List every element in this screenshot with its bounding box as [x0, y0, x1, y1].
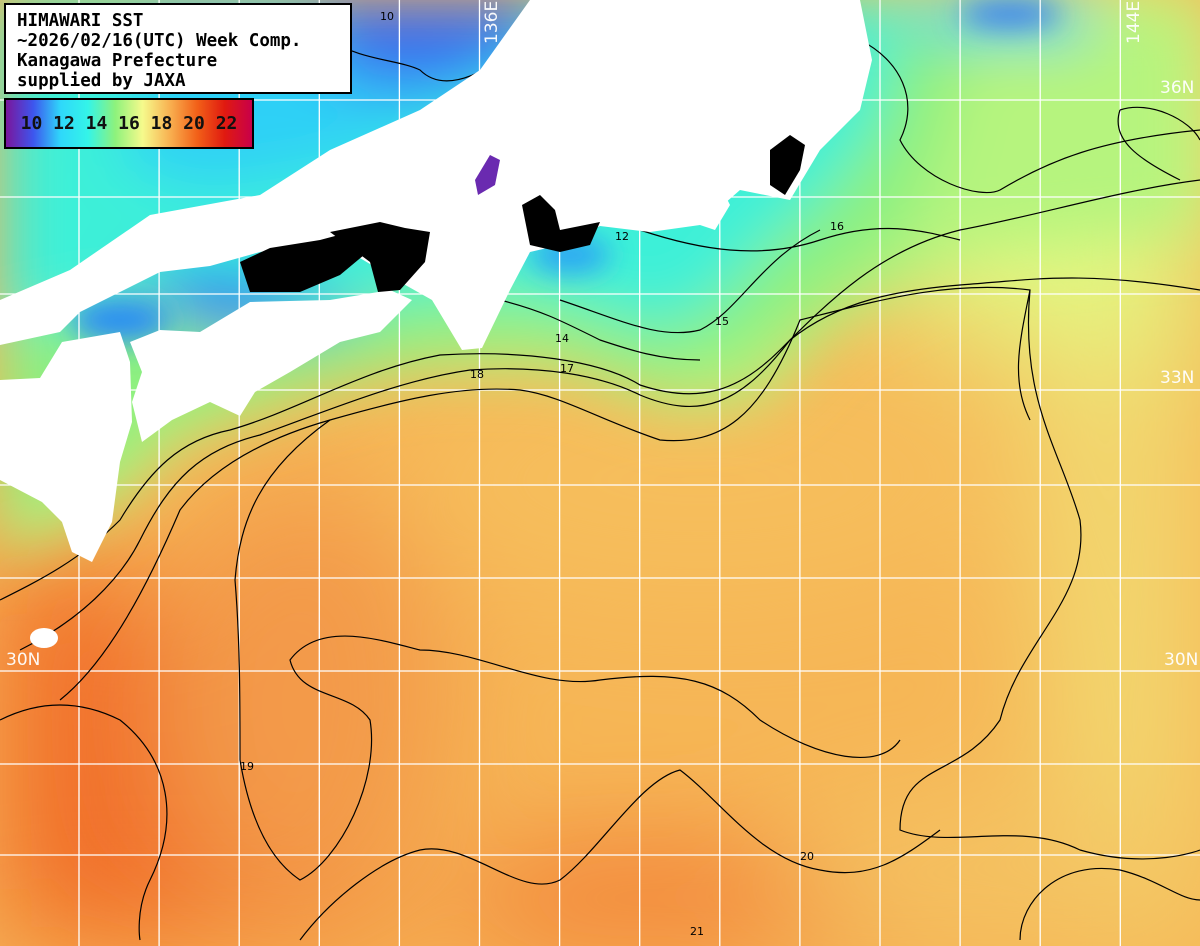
- land-shikoku: [130, 290, 412, 442]
- contour-17-north: [859, 39, 1200, 194]
- contour-label: 10: [380, 10, 394, 23]
- lat-label-30n-left: 30N: [6, 650, 41, 670]
- land-honshu: [0, 0, 872, 350]
- land-kyushu: [0, 332, 132, 562]
- lat-label-36n: 36N: [1160, 78, 1195, 98]
- no-data-ise-bay: [522, 195, 600, 252]
- land-izu-peninsula: [700, 185, 730, 230]
- title-product: HIMAWARI SST: [17, 11, 144, 31]
- lake-biwa: [475, 155, 500, 195]
- contour-label: 20: [800, 850, 814, 863]
- land-small-island: [30, 628, 58, 648]
- isotherm-contours: [0, 39, 1200, 941]
- land: [0, 0, 872, 648]
- color-scale-legend: 10 12 14 16 18 20 22: [4, 98, 254, 149]
- contour-16: [639, 227, 961, 252]
- contour-14: [499, 299, 701, 361]
- title-supplier: supplied by JAXA: [17, 71, 186, 91]
- contour-label: 21: [690, 925, 704, 938]
- no-data-tokyo-bay: [770, 135, 805, 195]
- contour-19b: [234, 419, 901, 881]
- contour-19: [59, 286, 1200, 860]
- contour-17: [0, 179, 1200, 601]
- contour-20b: [299, 769, 941, 941]
- contour-label: 12: [615, 230, 629, 243]
- lat-label-33n: 33N: [1160, 368, 1195, 388]
- title-date: ~2026/02/16(UTC) Week Comp.: [17, 31, 302, 51]
- contour-18b: [1017, 289, 1031, 421]
- contour-label: 16: [830, 220, 844, 233]
- contour-label: 19: [240, 760, 254, 773]
- lon-label-136e: 136E: [482, 0, 502, 44]
- title-box: HIMAWARI SST ~2026/02/16(UTC) Week Comp.…: [4, 3, 352, 94]
- contour-20c: [1019, 867, 1200, 941]
- contour-15: [559, 229, 821, 334]
- contour-labels: 10 12 14 15 16 17 18 19 20 21: [240, 10, 844, 938]
- lon-label-144e: 144E: [1124, 0, 1144, 44]
- contour-label: 14: [555, 332, 569, 345]
- contour-eddy-east: [1117, 106, 1200, 181]
- contour-label: 17: [560, 362, 574, 375]
- contour-label: 18: [470, 368, 484, 381]
- lat-label-30n-right: 30N: [1164, 650, 1199, 670]
- contour-20: [0, 704, 168, 941]
- no-data-areas: [240, 135, 805, 292]
- contour-18: [19, 277, 1200, 651]
- legend-tick-labels: 10 12 14 16 18 20 22: [20, 113, 238, 134]
- no-data-osaka-bay: [330, 222, 430, 292]
- contour-label: 15: [715, 315, 729, 328]
- title-source-org: Kanagawa Prefecture: [17, 51, 218, 71]
- no-data-seto-inland-sea: [240, 232, 370, 292]
